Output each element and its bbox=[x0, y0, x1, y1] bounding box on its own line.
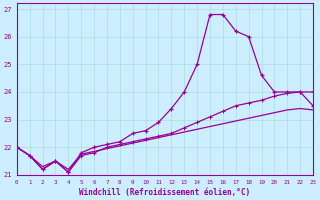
X-axis label: Windchill (Refroidissement éolien,°C): Windchill (Refroidissement éolien,°C) bbox=[79, 188, 251, 197]
